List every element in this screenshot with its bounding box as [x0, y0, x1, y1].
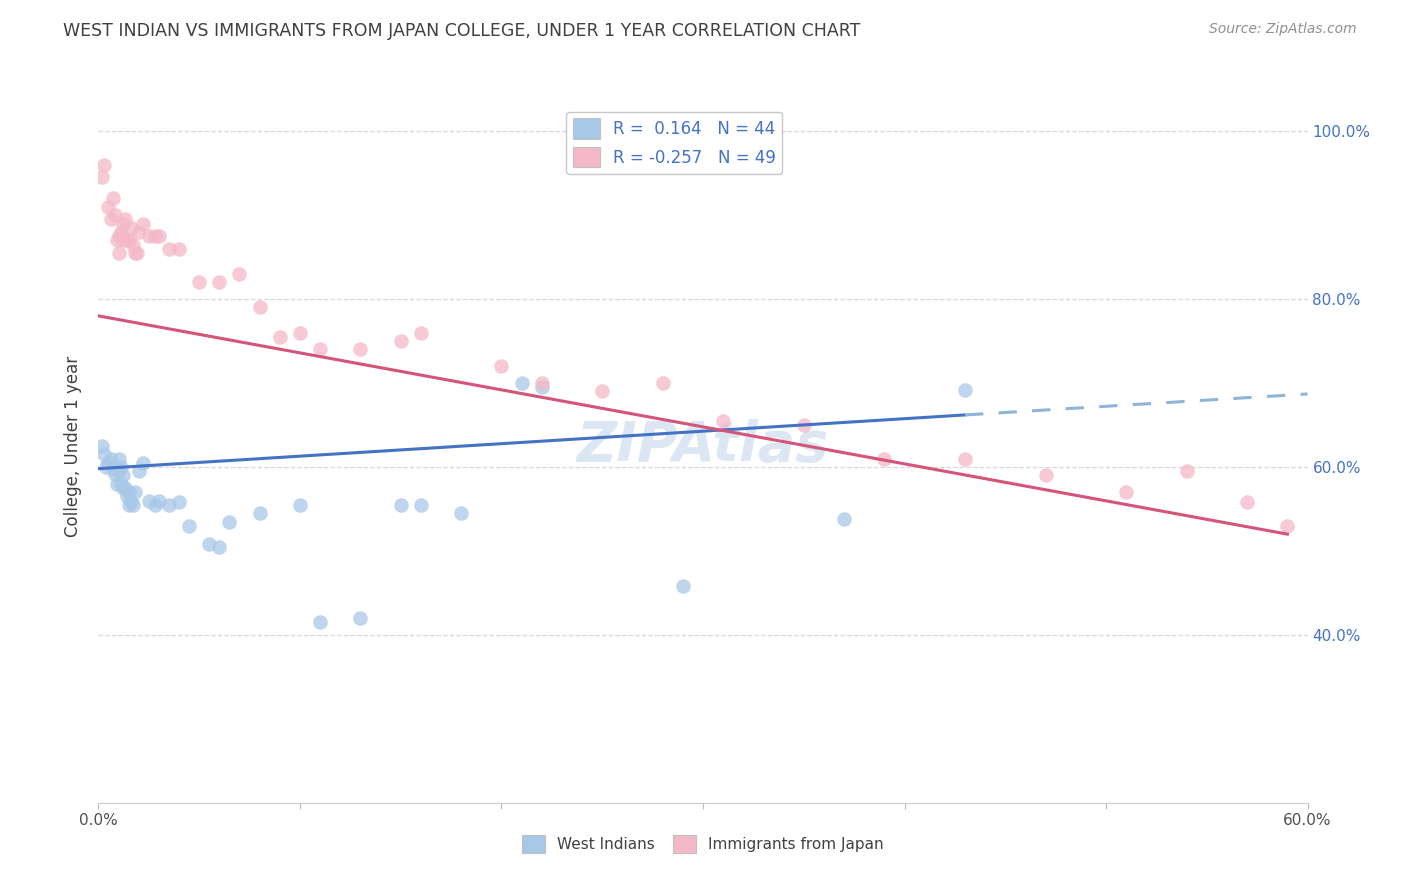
Point [530, 376, 553, 390]
Point [93, 447, 115, 461]
Point [111, 217, 134, 231]
Point [128, 225, 150, 239]
Point [111, 468, 134, 483]
Point [179, 518, 201, 533]
Point [107, 451, 129, 466]
Point [114, 481, 136, 495]
Point [110, 225, 132, 239]
Point [309, 343, 332, 357]
Point [510, 376, 533, 390]
Point [132, 217, 155, 231]
Point [96, 460, 118, 475]
Point [167, 242, 190, 256]
Point [138, 229, 160, 244]
Point [409, 326, 432, 340]
Point [111, 233, 134, 247]
Point [115, 489, 138, 503]
Point [349, 343, 371, 357]
Point [309, 615, 332, 630]
Point [208, 540, 231, 554]
Point [491, 359, 513, 374]
Point [97, 456, 120, 470]
Point [111, 481, 134, 495]
Point [91, 439, 114, 453]
Point [118, 233, 141, 247]
Point [105, 233, 128, 247]
Point [269, 330, 291, 344]
Point [148, 493, 170, 508]
Point [249, 301, 271, 315]
Point [143, 498, 166, 512]
Point [105, 476, 128, 491]
Point [288, 498, 311, 512]
Point [120, 493, 142, 508]
Point [118, 498, 141, 512]
Point [651, 376, 673, 390]
Y-axis label: College, Under 1 year: College, Under 1 year [63, 355, 82, 537]
Point [711, 414, 734, 428]
Point [873, 451, 896, 466]
Point [132, 456, 155, 470]
Point [167, 495, 190, 509]
Point [450, 506, 472, 520]
Point [188, 275, 211, 289]
Point [115, 233, 138, 247]
Point [157, 498, 180, 512]
Point [591, 384, 613, 399]
Point [148, 229, 170, 244]
Point [101, 461, 124, 475]
Point [530, 380, 553, 394]
Point [228, 267, 250, 281]
Point [118, 485, 141, 500]
Text: ZIPAtlas: ZIPAtlas [576, 419, 830, 473]
Point [157, 242, 180, 256]
Point [288, 326, 311, 340]
Point [125, 246, 148, 260]
Legend: West Indians, Immigrants from Japan: West Indians, Immigrants from Japan [516, 829, 890, 859]
Text: WEST INDIAN VS IMMIGRANTS FROM JAPAN COLLEGE, UNDER 1 YEAR CORRELATION CHART: WEST INDIAN VS IMMIGRANTS FROM JAPAN COL… [63, 22, 860, 40]
Point [1035, 468, 1057, 483]
Point [1175, 464, 1198, 478]
Point [114, 212, 136, 227]
Text: Source: ZipAtlas.com: Source: ZipAtlas.com [1209, 22, 1357, 37]
Point [107, 229, 129, 244]
Point [143, 229, 166, 244]
Point [124, 485, 146, 500]
Point [389, 334, 412, 348]
Point [349, 611, 371, 625]
Point [672, 579, 695, 593]
Point [218, 515, 240, 529]
Point [208, 275, 231, 289]
Point [249, 506, 271, 520]
Point [128, 464, 150, 478]
Point [101, 191, 124, 205]
Point [121, 498, 143, 512]
Point [953, 451, 976, 466]
Point [832, 512, 855, 526]
Point [110, 460, 132, 475]
Point [110, 476, 132, 491]
Point [121, 237, 143, 252]
Point [93, 158, 115, 172]
Point [793, 417, 815, 432]
Point [1277, 518, 1299, 533]
Point [1115, 485, 1137, 500]
Point [91, 170, 114, 185]
Point [198, 537, 221, 551]
Point [103, 208, 125, 222]
Point [107, 464, 129, 478]
Point [953, 383, 976, 397]
Point [103, 467, 125, 481]
Point [100, 212, 122, 227]
Point [409, 498, 432, 512]
Point [138, 493, 160, 508]
Point [100, 451, 122, 466]
Point [124, 246, 146, 260]
Point [97, 200, 120, 214]
Point [1236, 495, 1258, 509]
Point [389, 498, 412, 512]
Point [120, 220, 142, 235]
Point [107, 246, 129, 260]
